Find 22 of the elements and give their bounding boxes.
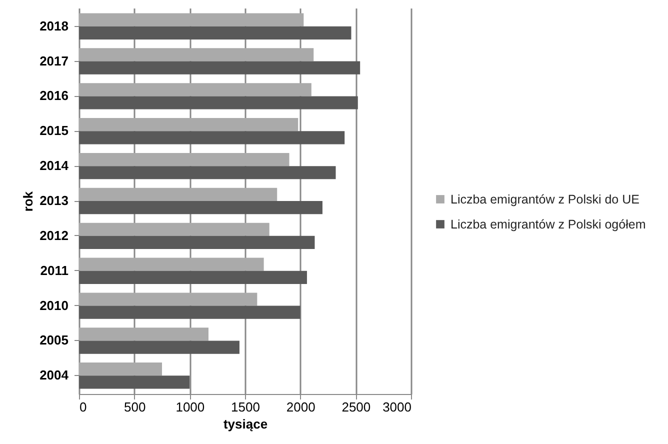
y-tick-label: 2010	[40, 298, 68, 313]
y-tick-label: 2017	[40, 53, 68, 68]
y-tick-label: 2018	[40, 18, 68, 34]
x-tick-label: 1000	[176, 400, 205, 414]
x-tick-label: 500	[124, 400, 146, 414]
x-tick-label: 1500	[231, 400, 260, 414]
y-tick-label: 2012	[40, 228, 68, 243]
legend-label: Liczba emigrantów z Polski do UE	[450, 192, 640, 206]
x-tick-label: 2000	[286, 400, 316, 414]
x-tick-label: 2500	[342, 400, 371, 414]
y-tick-label: 2014	[40, 158, 70, 174]
legend-label: Liczba emigrantów z Polski ogółem	[450, 217, 646, 232]
y-tick-label: 2011	[40, 262, 68, 278]
y-tick-label: 2004	[40, 368, 70, 383]
y-tick-label: 2016	[40, 88, 68, 104]
y-tick-label: 2005	[40, 332, 68, 348]
y-tick-label: 2015	[40, 123, 68, 138]
y-tick-label: 2013	[40, 193, 68, 208]
x-tick-label: 3000	[382, 400, 412, 414]
x-tick-label: 0	[80, 400, 87, 414]
y-axis-title: rok	[20, 190, 36, 212]
x-axis-title: tysiące	[223, 416, 268, 432]
